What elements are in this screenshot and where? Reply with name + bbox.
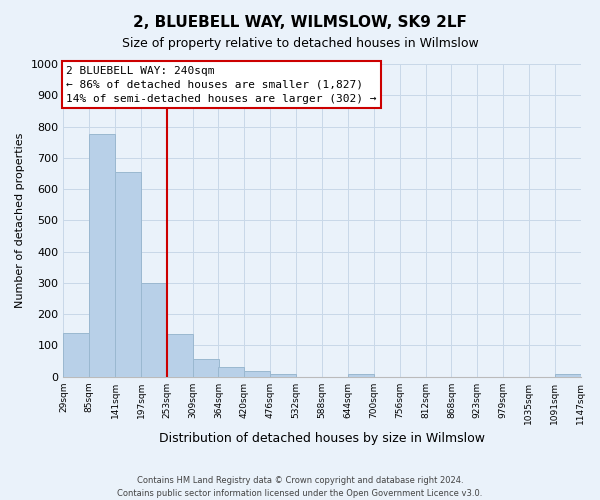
Bar: [218, 366, 244, 376]
Bar: [115, 172, 141, 376]
X-axis label: Distribution of detached houses by size in Wilmslow: Distribution of detached houses by size …: [159, 432, 485, 445]
Text: Contains HM Land Registry data © Crown copyright and database right 2024.
Contai: Contains HM Land Registry data © Crown c…: [118, 476, 482, 498]
Bar: [167, 334, 193, 376]
Bar: [64, 333, 89, 376]
Bar: [141, 283, 167, 376]
Text: Size of property relative to detached houses in Wilmslow: Size of property relative to detached ho…: [122, 38, 478, 51]
Y-axis label: Number of detached properties: Number of detached properties: [15, 132, 25, 308]
Bar: [348, 374, 374, 376]
Bar: [193, 359, 219, 376]
Bar: [244, 371, 270, 376]
Text: 2, BLUEBELL WAY, WILMSLOW, SK9 2LF: 2, BLUEBELL WAY, WILMSLOW, SK9 2LF: [133, 15, 467, 30]
Bar: [554, 374, 581, 376]
Bar: [89, 134, 115, 376]
Text: 2 BLUEBELL WAY: 240sqm
← 86% of detached houses are smaller (1,827)
14% of semi-: 2 BLUEBELL WAY: 240sqm ← 86% of detached…: [66, 66, 377, 104]
Bar: [270, 374, 296, 376]
